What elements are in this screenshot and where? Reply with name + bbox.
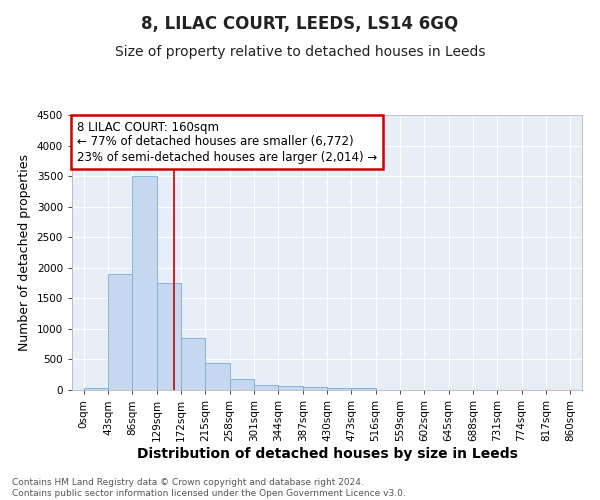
Bar xyxy=(352,388,376,390)
Bar xyxy=(254,384,278,390)
Text: Size of property relative to detached houses in Leeds: Size of property relative to detached ho… xyxy=(115,45,485,59)
Bar xyxy=(157,283,181,390)
Text: Contains HM Land Registry data © Crown copyright and database right 2024.
Contai: Contains HM Land Registry data © Crown c… xyxy=(12,478,406,498)
Bar xyxy=(327,388,352,390)
Bar xyxy=(84,388,108,390)
Bar xyxy=(278,386,302,390)
Bar xyxy=(205,362,230,390)
Bar xyxy=(108,274,133,390)
Text: 8 LILAC COURT: 160sqm
← 77% of detached houses are smaller (6,772)
23% of semi-d: 8 LILAC COURT: 160sqm ← 77% of detached … xyxy=(77,120,377,164)
X-axis label: Distribution of detached houses by size in Leeds: Distribution of detached houses by size … xyxy=(137,446,517,460)
Bar xyxy=(133,176,157,390)
Text: 8, LILAC COURT, LEEDS, LS14 6GQ: 8, LILAC COURT, LEEDS, LS14 6GQ xyxy=(142,15,458,33)
Bar xyxy=(230,380,254,390)
Bar xyxy=(302,387,327,390)
Bar xyxy=(181,338,205,390)
Y-axis label: Number of detached properties: Number of detached properties xyxy=(18,154,31,351)
